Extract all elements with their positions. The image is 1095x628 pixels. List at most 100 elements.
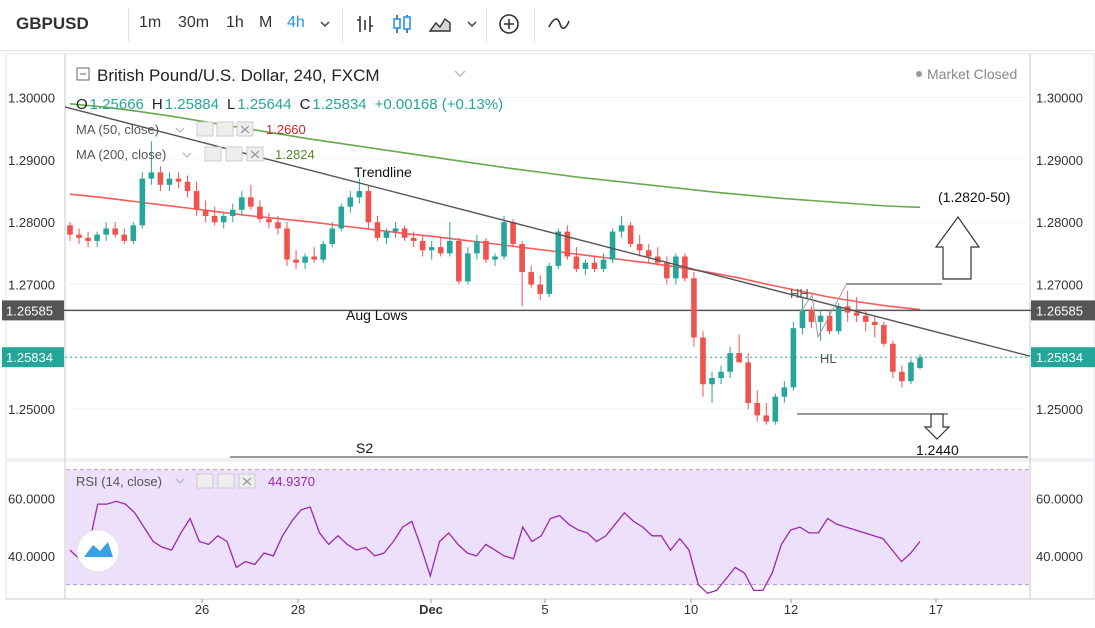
left-price-axis: 1.30000 1.29000 1.28000 1.27000 1.25000 60.00…	[8, 91, 55, 564]
timeframe-1h[interactable]: 1h	[226, 14, 244, 31]
x-tick-label: 12	[784, 602, 798, 617]
timeframe-M[interactable]: M	[259, 14, 273, 31]
rsi-left-tick-label: 60.0000	[8, 491, 55, 506]
compare-add-icon[interactable]	[496, 11, 522, 37]
chevron-down-icon[interactable]	[175, 478, 185, 484]
candle-body	[862, 315, 869, 322]
timeframe-30m[interactable]: 30m	[178, 14, 210, 31]
candle-body	[772, 396, 779, 422]
gear-icon[interactable]	[217, 473, 235, 489]
area-chart-icon[interactable]	[427, 11, 453, 37]
candle-body	[356, 191, 363, 198]
candle-body	[908, 362, 914, 382]
candles-icon[interactable]	[389, 11, 415, 37]
candle-body	[899, 371, 905, 382]
toolbar-divider	[128, 8, 129, 42]
arrow-down-icon	[923, 413, 951, 440]
toolbar-divider	[342, 8, 343, 42]
annotations: Trendline Aug Lows HH HL S2 (1.2820-50) …	[230, 164, 1028, 458]
candle-body	[582, 262, 589, 269]
target-down-label: 1.2440	[916, 442, 959, 458]
left-tick-label: 1.28000	[8, 215, 55, 230]
toolbar-divider	[486, 8, 487, 42]
toolbar-divider	[534, 8, 535, 42]
candle-body	[392, 228, 399, 232]
candle-body	[248, 197, 254, 207]
candle-body	[492, 256, 498, 260]
left-tick-label: 1.27000	[8, 278, 55, 293]
x-tick-label: Dec	[419, 602, 443, 617]
price-chart[interactable]: 1.26585 1.26585 1.25834 1.25834 1.30000 1.29…	[0, 51, 1095, 623]
chevron-down-icon[interactable]	[459, 11, 485, 37]
last-price-tag-left	[2, 347, 64, 368]
candle-body	[166, 178, 173, 185]
symbol-label[interactable]: GBPUSD	[16, 14, 89, 33]
gear-icon[interactable]	[225, 146, 243, 162]
candle-body	[691, 278, 697, 338]
candle-body	[202, 209, 209, 216]
candle-body	[501, 222, 507, 257]
chart-area[interactable]: 1.26585 1.26585 1.25834 1.25834 1.30000 1.29…	[0, 51, 1095, 623]
candle-body	[157, 172, 164, 185]
gear-icon[interactable]	[216, 121, 234, 137]
market-status: Market Closed	[927, 66, 1017, 82]
right-tick-label: 1.30000	[1036, 91, 1083, 106]
candle-body	[474, 240, 480, 254]
candle-body	[284, 228, 290, 260]
candle-body	[718, 371, 724, 378]
target-up-label: (1.2820-50)	[938, 189, 1010, 205]
chevron-down-icon[interactable]	[182, 152, 192, 158]
candle-body	[790, 328, 797, 388]
candle-body	[257, 206, 263, 220]
candle-body	[239, 197, 245, 210]
rsi-value: 44.9370	[268, 474, 315, 489]
timeframe-4h[interactable]: 4h	[287, 14, 305, 31]
candle-body	[76, 234, 82, 238]
candle-body	[419, 240, 426, 251]
rsi-line	[69, 500, 921, 595]
candle-body	[175, 178, 182, 182]
candle-body	[383, 231, 390, 238]
rsi-right-tick-label: 40.0000	[1036, 549, 1083, 564]
right-tick-label: 1.27000	[1036, 278, 1083, 293]
aug-lows-line: 1.26585 1.26585 1.25834 1.25834	[2, 300, 1095, 368]
candle-body	[664, 262, 670, 279]
indicators-icon[interactable]	[546, 11, 572, 37]
candle-body	[302, 256, 308, 263]
left-tick-label: 1.25000	[8, 402, 55, 417]
level-tag-left	[2, 300, 64, 321]
candle-body	[320, 244, 326, 260]
candle-body	[347, 197, 354, 207]
candle-body	[293, 259, 299, 263]
eye-icon[interactable]	[196, 121, 214, 137]
candle-body	[456, 240, 462, 282]
candle-body	[763, 415, 770, 422]
candle-body	[853, 312, 860, 316]
rsi-left-tick-label: 40.0000	[8, 549, 55, 564]
tradingview-logo-icon	[76, 529, 120, 573]
ma50-line	[69, 193, 921, 311]
candle-body	[374, 222, 381, 238]
timeframe-1m[interactable]: 1m	[139, 14, 162, 31]
bar-chart-icon[interactable]	[352, 11, 378, 37]
trendline-label: Trendline	[354, 164, 412, 180]
candle-body	[555, 231, 562, 266]
candle-body	[437, 247, 444, 254]
right-tick-label: 1.25000	[1036, 402, 1083, 417]
level-tag-right-text: 1.26585	[1036, 303, 1083, 318]
x-tick-label: 26	[195, 602, 209, 617]
candle-body	[700, 337, 706, 385]
candle-body	[275, 222, 281, 229]
candle-body	[311, 256, 317, 260]
candle-body	[727, 353, 733, 372]
chevron-down-icon[interactable]	[454, 70, 466, 77]
candle-body	[835, 306, 842, 332]
chevron-down-icon[interactable]	[175, 127, 185, 133]
candle-body	[564, 231, 571, 257]
x-tick-label: 5	[541, 602, 548, 617]
candle-body	[799, 309, 806, 329]
eye-icon[interactable]	[196, 473, 214, 489]
eye-icon[interactable]	[204, 146, 222, 162]
candle-body	[546, 265, 553, 294]
chevron-down-icon[interactable]	[312, 11, 338, 37]
